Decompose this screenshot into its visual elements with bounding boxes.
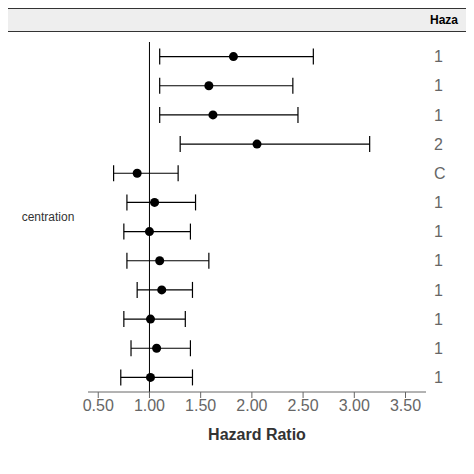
svg-text:1.00: 1.00 [134, 397, 165, 414]
svg-text:2.00: 2.00 [236, 397, 267, 414]
html-text:Haza: Haza [430, 13, 458, 27]
svg-text:2.50: 2.50 [288, 397, 319, 414]
svg-text:1: 1 [434, 223, 443, 240]
svg-text:1: 1 [434, 369, 443, 386]
svg-text:2: 2 [434, 136, 443, 153]
svg-text:C: C [434, 165, 446, 182]
svg-text:0.50: 0.50 [83, 397, 114, 414]
svg-text:1: 1 [434, 77, 443, 94]
svg-text:1: 1 [434, 252, 443, 269]
svg-text:1: 1 [434, 311, 443, 328]
svg-text:centration: centration [22, 210, 75, 224]
svg-text:Hazard Ratio: Hazard Ratio [208, 426, 306, 443]
svg-text:1: 1 [434, 282, 443, 299]
svg-text:1: 1 [434, 340, 443, 357]
svg-text:3.00: 3.00 [339, 397, 370, 414]
svg-text:1: 1 [434, 194, 443, 211]
svg-text:1: 1 [434, 48, 443, 65]
svg-text:1.50: 1.50 [185, 397, 216, 414]
svg-text:3.50: 3.50 [390, 397, 421, 414]
svg-text:1: 1 [434, 107, 443, 124]
